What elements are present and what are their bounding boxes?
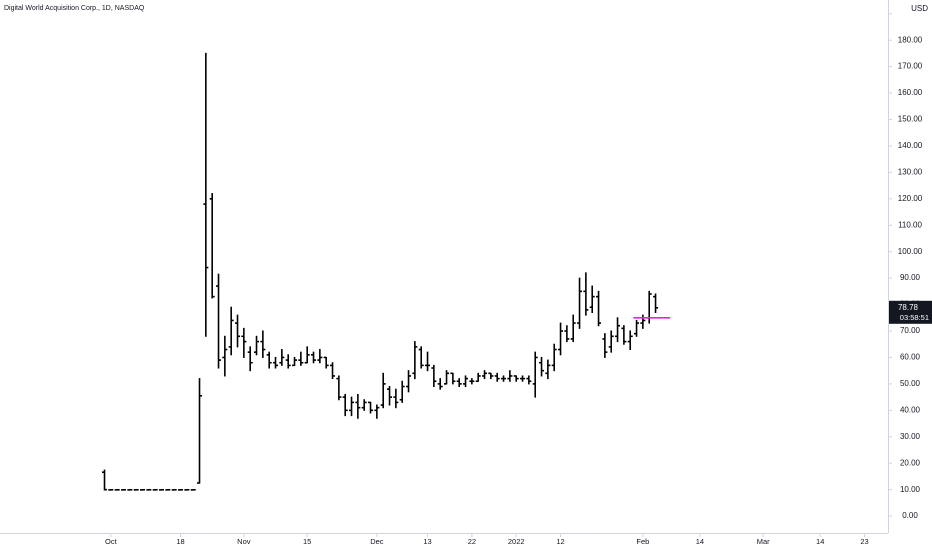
x-tick-label: Nov — [237, 537, 251, 546]
x-tick-label: Feb — [636, 537, 649, 546]
x-tick-label: 23 — [860, 537, 868, 546]
x-tick-label: 14 — [696, 537, 704, 546]
y-tick-label: 10.00 — [900, 485, 921, 494]
y-tick-label: 90.00 — [900, 273, 921, 282]
x-tick-label: 12 — [556, 537, 564, 546]
x-tick-label: 14 — [816, 537, 824, 546]
y-tick-label: 0.00 — [902, 511, 918, 520]
y-tick-label: 180.00 — [898, 35, 923, 44]
countdown: 03:58:51 — [900, 313, 929, 322]
y-tick-label: 170.00 — [898, 62, 923, 71]
y-tick-label: 140.00 — [898, 141, 923, 150]
y-tick-label: 130.00 — [898, 167, 923, 176]
currency-bg — [897, 3, 929, 17]
y-tick-label: 40.00 — [900, 405, 921, 414]
y-tick-label: 50.00 — [900, 379, 921, 388]
y-tick-label: 70.00 — [900, 326, 921, 335]
currency: USD — [911, 4, 928, 13]
x-tick-label: Oct — [105, 537, 118, 546]
x-tick-label: Mar — [757, 537, 770, 546]
price-label-bg — [889, 300, 932, 324]
y-tick-label: 150.00 — [898, 115, 923, 124]
y-tick-label: 60.00 — [900, 353, 921, 362]
y-tick-label: 30.00 — [900, 432, 921, 441]
y-tick-label: 160.00 — [898, 88, 923, 97]
y-tick-label: 20.00 — [900, 458, 921, 467]
x-tick-label: 15 — [303, 537, 311, 546]
x-tick-label: 22 — [468, 537, 476, 546]
x-tick-label: 2022 — [508, 537, 525, 546]
x-tick-label: 18 — [176, 537, 184, 546]
y-tick-label: 100.00 — [898, 247, 923, 256]
price-label: 78.78 — [898, 303, 919, 312]
x-tick-label: 13 — [423, 537, 431, 546]
x-tick-label: Dec — [370, 537, 384, 546]
y-tick-label: 110.00 — [898, 220, 922, 229]
chart-title: Digital World Acquisition Corp., 1D, NAS… — [4, 5, 145, 12]
y-tick-label: 120.00 — [898, 194, 923, 203]
